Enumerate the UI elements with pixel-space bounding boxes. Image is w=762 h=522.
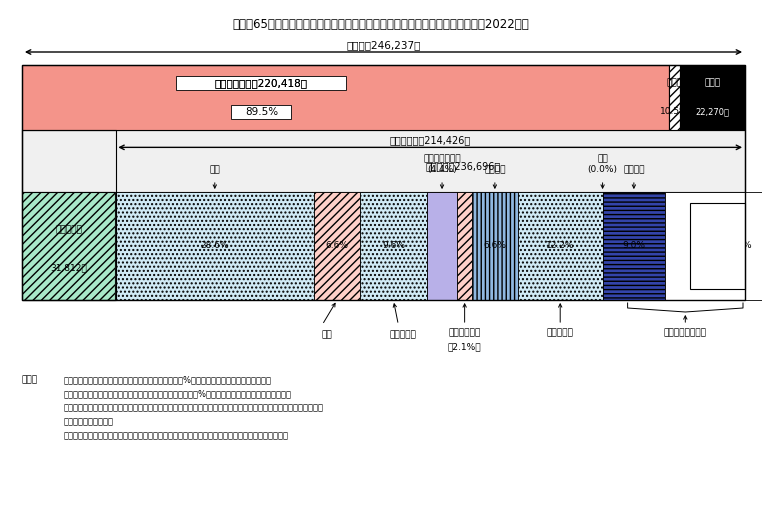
Text: 22,270円: 22,270円 <box>695 108 729 116</box>
Text: その他の消費支出: その他の消費支出 <box>664 328 707 337</box>
Bar <box>22 65 669 130</box>
Text: 不足分: 不足分 <box>704 79 720 88</box>
Text: １　図中の「社会保障給付」及び「その他」の割合（%）は、実収入に占める割合である。: １ 図中の「社会保障給付」及び「その他」の割合（%）は、実収入に占める割合である… <box>64 375 272 384</box>
Text: 住居: 住居 <box>322 330 332 339</box>
Bar <box>427 192 457 300</box>
Text: 28.6%: 28.6% <box>200 242 229 251</box>
Text: 社会保障給付　220,418円: 社会保障給付 220,418円 <box>215 78 308 88</box>
Text: 6.6%: 6.6% <box>325 242 348 251</box>
Text: 図１　65歳以上の夫婦のみの無職世帯（夫婦高齢者無職世帯）の家計収支　－2022年－: 図１ 65歳以上の夫婦のみの無職世帯（夫婦高齢者無職世帯）の家計収支 －2022… <box>232 18 530 31</box>
Text: 非消費支出: 非消費支出 <box>56 226 82 234</box>
Text: 10.5%: 10.5% <box>660 108 689 116</box>
Text: うち交際費
9.6%: うち交際費 9.6% <box>704 232 731 252</box>
Text: （注）: （注） <box>22 375 38 384</box>
Bar <box>22 65 745 300</box>
Text: 光熱・水道: 光熱・水道 <box>390 330 417 339</box>
Text: 被服及び履物: 被服及び履物 <box>449 328 481 337</box>
Bar <box>690 203 745 289</box>
Text: 可処分所得　214,426円: 可処分所得 214,426円 <box>389 135 471 145</box>
Text: 食料: 食料 <box>210 165 220 174</box>
Text: 社会保障給付　220,418円: 社会保障給付 220,418円 <box>215 78 308 88</box>
Bar <box>115 192 314 300</box>
Text: 31,812円: 31,812円 <box>50 263 87 272</box>
Text: 89.5%: 89.5% <box>245 107 278 117</box>
Text: 9.6%: 9.6% <box>382 242 405 251</box>
Bar <box>177 76 347 90</box>
Bar <box>22 130 745 192</box>
Text: 20.9%: 20.9% <box>723 242 752 251</box>
Text: 教育
(0.0%): 教育 (0.0%) <box>588 155 617 174</box>
Bar <box>232 105 291 119</box>
Bar <box>360 192 427 300</box>
Bar <box>457 192 472 300</box>
Text: 実収入　246,237円: 実収入 246,237円 <box>346 40 421 50</box>
Text: 保健医療: 保健医療 <box>484 165 506 174</box>
Text: （2.1%）: （2.1%） <box>448 342 482 351</box>
Text: 9.0%: 9.0% <box>623 242 645 251</box>
Text: に含まれている。: に含まれている。 <box>64 417 114 426</box>
Text: 消費支出　236,696円: 消費支出 236,696円 <box>425 161 501 171</box>
Bar <box>22 192 115 300</box>
Text: ４　図中の「不足分」とは、「実収入」と、「消費支出」及び「非消費支出」の計との差額である。: ４ 図中の「不足分」とは、「実収入」と、「消費支出」及び「非消費支出」の計との差… <box>64 431 289 440</box>
Text: 6.6%: 6.6% <box>483 242 507 251</box>
Bar <box>603 192 665 300</box>
Bar <box>472 192 518 300</box>
Bar <box>518 192 603 300</box>
Text: 教養娯楽: 教養娯楽 <box>623 165 645 174</box>
Text: ３　図中の「消費支出」のうち、他の世帯への贈答品やサービスの支出は、「その他の消費支出」の「うち交際費」: ３ 図中の「消費支出」のうち、他の世帯への贈答品やサービスの支出は、「その他の消… <box>64 403 324 412</box>
Text: 家具・家事用品
(4.4%): 家具・家事用品 (4.4%) <box>423 155 461 174</box>
Bar <box>22 130 116 300</box>
Text: その他: その他 <box>666 79 683 88</box>
Text: 12.2%: 12.2% <box>546 242 575 251</box>
Bar <box>669 65 680 130</box>
Text: ２　図中の「食料」から「その他の消費支出」までの割合（%）は、消費支出に占める割合である。: ２ 図中の「食料」から「その他の消費支出」までの割合（%）は、消費支出に占める割… <box>64 389 292 398</box>
Text: 交通・通信: 交通・通信 <box>547 328 574 337</box>
Bar <box>665 192 762 300</box>
Bar <box>314 192 360 300</box>
Bar <box>680 65 745 130</box>
